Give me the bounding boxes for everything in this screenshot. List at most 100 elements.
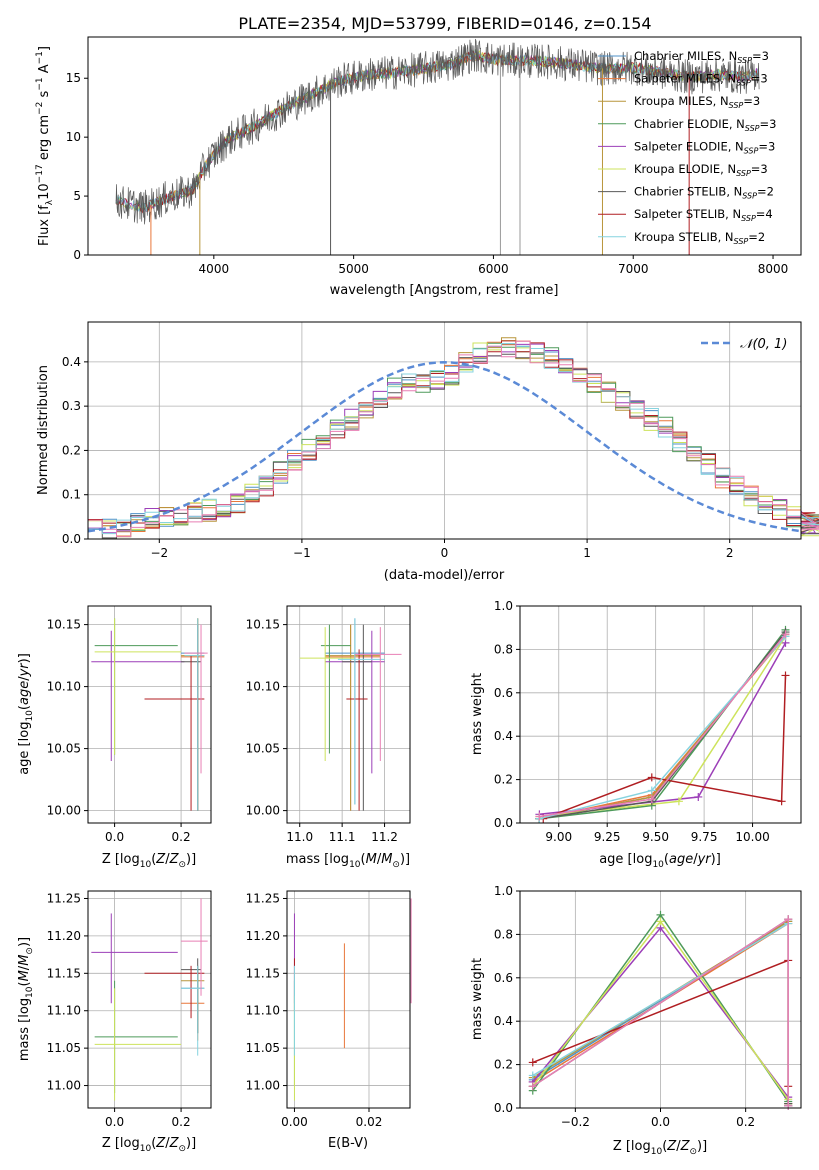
y-tick-label: 11.10: [47, 1004, 81, 1018]
age-vs-Z-grid: [88, 606, 211, 823]
mass-vs-Z-ylabel: mass [log10(M/M⊙)]: [17, 937, 35, 1061]
weight-marker: [781, 671, 790, 680]
residuals-ticks: −2 −1 0 1 2 0.0 0.1 0.2 0.3 0.4: [62, 355, 734, 560]
weight-vs-age-xlabel: age [log10(age/yr)]: [599, 852, 721, 870]
legend-label: Salpeter STELIB, NSSP=4: [634, 207, 773, 223]
spectrum-legend: Chabrier MILES, NSSP=3 Salpeter MILES, NS…: [598, 49, 776, 246]
y-tick-label: 10.05: [246, 742, 280, 756]
y-tick-label: 0.1: [62, 488, 81, 502]
y-tick-label: 0.0: [62, 532, 81, 546]
x-tick-label: 0.0: [105, 830, 124, 844]
y-tick-label: 10.15: [246, 618, 280, 632]
weight-line: [543, 675, 787, 820]
y-tick-label: 0.6: [494, 971, 513, 985]
weight-line: [539, 629, 787, 820]
y-tick-label: 11.05: [246, 1041, 280, 1055]
x-tick-label: 4000: [199, 262, 230, 276]
weight-marker: [528, 1082, 537, 1091]
spectrum-xlabel: wavelength [Angstrom, rest frame]: [330, 283, 559, 298]
age-vs-Z-ylabel: age [log10(age/yr)]: [17, 653, 35, 775]
legend-label: Kroupa MILES, NSSP=3: [634, 94, 760, 110]
y-tick-label: 0.8: [494, 642, 513, 656]
y-tick-label: 11.00: [47, 1079, 81, 1093]
x-tick-label: 0.0: [651, 1115, 670, 1129]
residuals-legend: 𝒩(0, 1): [701, 337, 787, 352]
mass-vs-EBV-xlabel: E(B-V): [328, 1136, 368, 1151]
legend-label: Chabrier ELODIE, NSSP=3: [634, 117, 776, 133]
x-tick-label: 9.50: [642, 830, 669, 844]
weight-marker: [694, 792, 703, 801]
weight-vs-Z-ticks: −0.2 0.0 0.2 0.0 0.2 0.4 0.6 0.8 1.0: [494, 884, 755, 1129]
mass-vs-EBV-panel: 0.00 0.02 11.00 11.05 11.10 11.15 11.20 11.25 E…: [246, 890, 412, 1151]
y-tick-label: 0.4: [494, 1014, 513, 1028]
x-tick-label: 0.2: [172, 830, 191, 844]
legend-label: Kroupa ELODIE, NSSP=3: [634, 162, 768, 178]
y-tick-label: 0.8: [494, 927, 513, 941]
y-tick-label: 10.00: [246, 804, 280, 818]
y-tick-label: 10: [66, 130, 81, 144]
age-vs-mass-xlabel: mass [log10(M/M⊙)]: [286, 852, 410, 870]
weight-marker: [674, 797, 683, 806]
mass-vs-Z-frame: [87, 890, 212, 1109]
weight-line: [539, 635, 787, 818]
y-tick-label: 0.3: [62, 399, 81, 413]
y-tick-label: 0.2: [62, 443, 81, 457]
weight-vs-age-panel: 9.00 9.25 9.50 9.75 10.000.00.20.40.60.81.0 …: [470, 599, 802, 870]
spectrum-ylabel: Flux [fλ10−17 erg cm−2 s−1 A−1]: [35, 46, 55, 246]
legend-label: Salpeter ELODIE, NSSP=3: [634, 139, 775, 155]
y-tick-label: 11.00: [246, 1079, 280, 1093]
weight-vs-Z-ylabel: mass weight: [470, 958, 485, 1040]
weight-marker: [784, 915, 793, 924]
age-vs-mass-plot: [299, 618, 402, 811]
residual-histogram: [88, 343, 819, 535]
mass-vs-EBV-ticks: 0.00 0.02 11.00 11.05 11.10 11.15 11.20 11.25: [246, 891, 383, 1129]
weight-marker: [647, 773, 656, 782]
y-tick-label: 10.10: [246, 680, 280, 694]
y-tick-label: 11.10: [246, 1004, 280, 1018]
y-tick-label: 11.05: [47, 1041, 81, 1055]
y-tick-label: 1.0: [494, 884, 513, 898]
age-vs-Z-frame: [87, 605, 212, 824]
legend-label: Chabrier MILES, NSSP=3: [634, 49, 769, 65]
y-tick-label: 10.00: [47, 804, 81, 818]
x-tick-label: 9.75: [691, 830, 718, 844]
x-tick-label: −1: [293, 546, 311, 560]
x-tick-label: 1: [583, 546, 591, 560]
x-tick-label: 11.0: [286, 830, 313, 844]
residuals-panel: −2 −1 0 1 2 0.0 0.1 0.2 0.3 0.4 (data-model)/erro…: [36, 321, 819, 583]
residual-histogram: [88, 343, 819, 534]
legend-label: Salpeter MILES, NSSP=3: [634, 72, 768, 88]
age-vs-mass-frame: [286, 605, 411, 824]
weight-marker: [784, 1101, 793, 1110]
age-vs-mass-ticks: 11.0 11.1 11.2 10.00 10.05 10.10 10.15: [246, 618, 398, 844]
residual-histogram: [88, 340, 819, 538]
weight-marker: [528, 1058, 537, 1067]
y-tick-label: 11.15: [47, 966, 81, 980]
x-tick-label: 7000: [618, 262, 649, 276]
x-tick-label: 0.00: [281, 1115, 308, 1129]
x-tick-label: 0.0: [105, 1115, 124, 1129]
y-tick-label: 11.25: [47, 891, 81, 905]
y-tick-label: 11.20: [47, 929, 81, 943]
residual-histogram: [88, 352, 819, 539]
x-tick-label: 11.2: [371, 830, 398, 844]
age-vs-mass-panel: 11.0 11.1 11.2 10.00 10.05 10.10 10.15 mass [l…: [246, 605, 411, 870]
spectrum-frame: [87, 36, 802, 256]
weight-vs-Z-panel: −0.2 0.0 0.2 0.0 0.2 0.4 0.6 0.8 1.0 Z [log10(Z/…: [470, 884, 802, 1157]
x-tick-label: 9.25: [594, 830, 621, 844]
age-vs-Z-plot: [91, 618, 208, 811]
y-tick-label: 10.15: [47, 618, 81, 632]
x-tick-label: 0.2: [172, 1115, 191, 1129]
x-tick-label: 0.2: [736, 1115, 755, 1129]
spectrum-plot: [115, 38, 760, 255]
residuals-xlabel: (data-model)/error: [384, 568, 505, 583]
x-tick-label: 0.02: [356, 1115, 383, 1129]
x-tick-label: 0: [441, 546, 449, 560]
residuals-plot: [87, 337, 819, 540]
x-tick-label: 2: [726, 546, 734, 560]
x-tick-label: 10.00: [735, 830, 769, 844]
weight-vs-age-ylabel: mass weight: [470, 673, 485, 755]
mass-vs-Z-grid: [88, 891, 211, 1108]
y-tick-label: 15: [66, 71, 81, 85]
y-tick-label: 11.20: [246, 929, 280, 943]
